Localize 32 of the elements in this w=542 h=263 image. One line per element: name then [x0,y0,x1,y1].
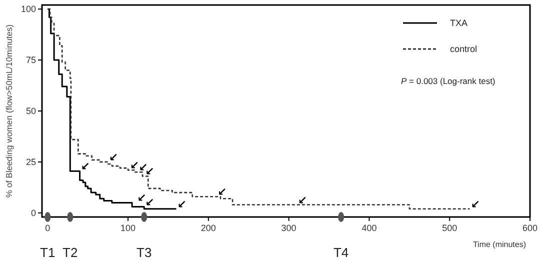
annotation: ↙ [130,160,140,172]
legend-label: TXA [450,18,468,28]
y-tick-label: 50 [26,106,36,116]
text: T2 [62,245,78,260]
x-tick-label: 100 [120,223,136,233]
x-tick-label: 600 [522,223,538,233]
x-tick-label: 0 [45,223,50,233]
x-tick-label: 200 [200,223,216,233]
legend-label: control [450,44,478,54]
annotation: ↙ [298,194,308,207]
y-tick-label: 0 [30,208,36,218]
annotation: ↙ [80,161,90,174]
x-tick-label: 500 [442,223,458,233]
x-tick-label: 400 [362,223,377,233]
annotation: ↙ [137,192,146,205]
y-tick-label: 75 [26,55,36,66]
annotation: ↙ [470,198,480,211]
annotation: ↙ [145,166,154,178]
x-tick-label: 300 [281,223,296,233]
x-axis-title: Time (minutes) [472,240,526,249]
annotation: P = 0.003 (Log-rank test) [401,76,496,86]
annotation: ↙ [217,186,227,199]
y-tick-label: 100 [20,4,36,14]
annotation: ↙ [145,196,154,209]
y-axis-title: % of Bleeding women (flow>50mL/10minutes) [4,24,14,198]
y-tick-label: 25 [26,157,36,168]
annotation: ↙ [138,162,148,174]
annotation: ↙ [108,152,118,164]
text: T1 [40,245,56,260]
text: T3 [136,245,152,260]
text: T4 [333,245,349,260]
annotation: ↙ [177,198,186,211]
